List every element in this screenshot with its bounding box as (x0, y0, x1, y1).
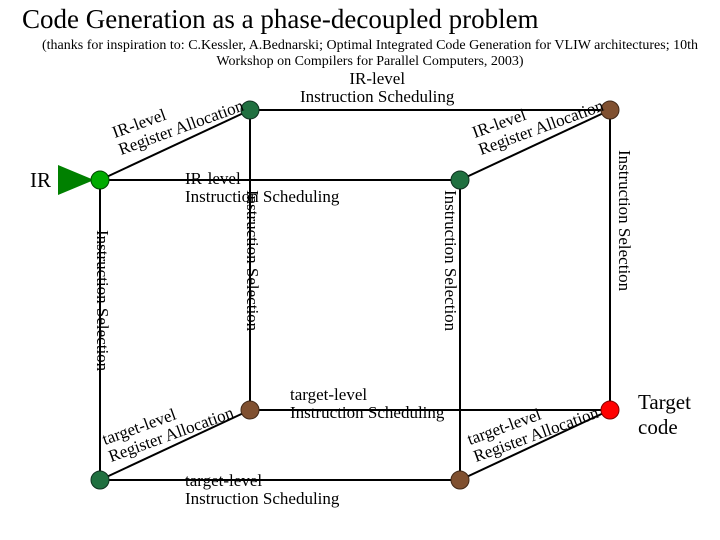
edge-label-target-sched-front: target-level Instruction Scheduling (185, 472, 339, 508)
edge-label-ir-sched-back: IR-level Instruction Scheduling (300, 70, 454, 106)
edge-label-isel-br: Instruction Selection (614, 150, 634, 291)
edge-label-isel-bl: Instruction Selection (242, 190, 262, 331)
ir-label: IR (30, 168, 51, 193)
target-code-label: Target code (638, 390, 720, 440)
edge-label-isel-fl: Instruction Selection (92, 230, 112, 371)
edge-label-target-sched-back: target-level Instruction Scheduling (290, 386, 444, 422)
edge-label-ir-sched-front: IR-level Instruction Scheduling (185, 170, 339, 206)
edge-label-isel-fr: Instruction Selection (440, 190, 460, 331)
